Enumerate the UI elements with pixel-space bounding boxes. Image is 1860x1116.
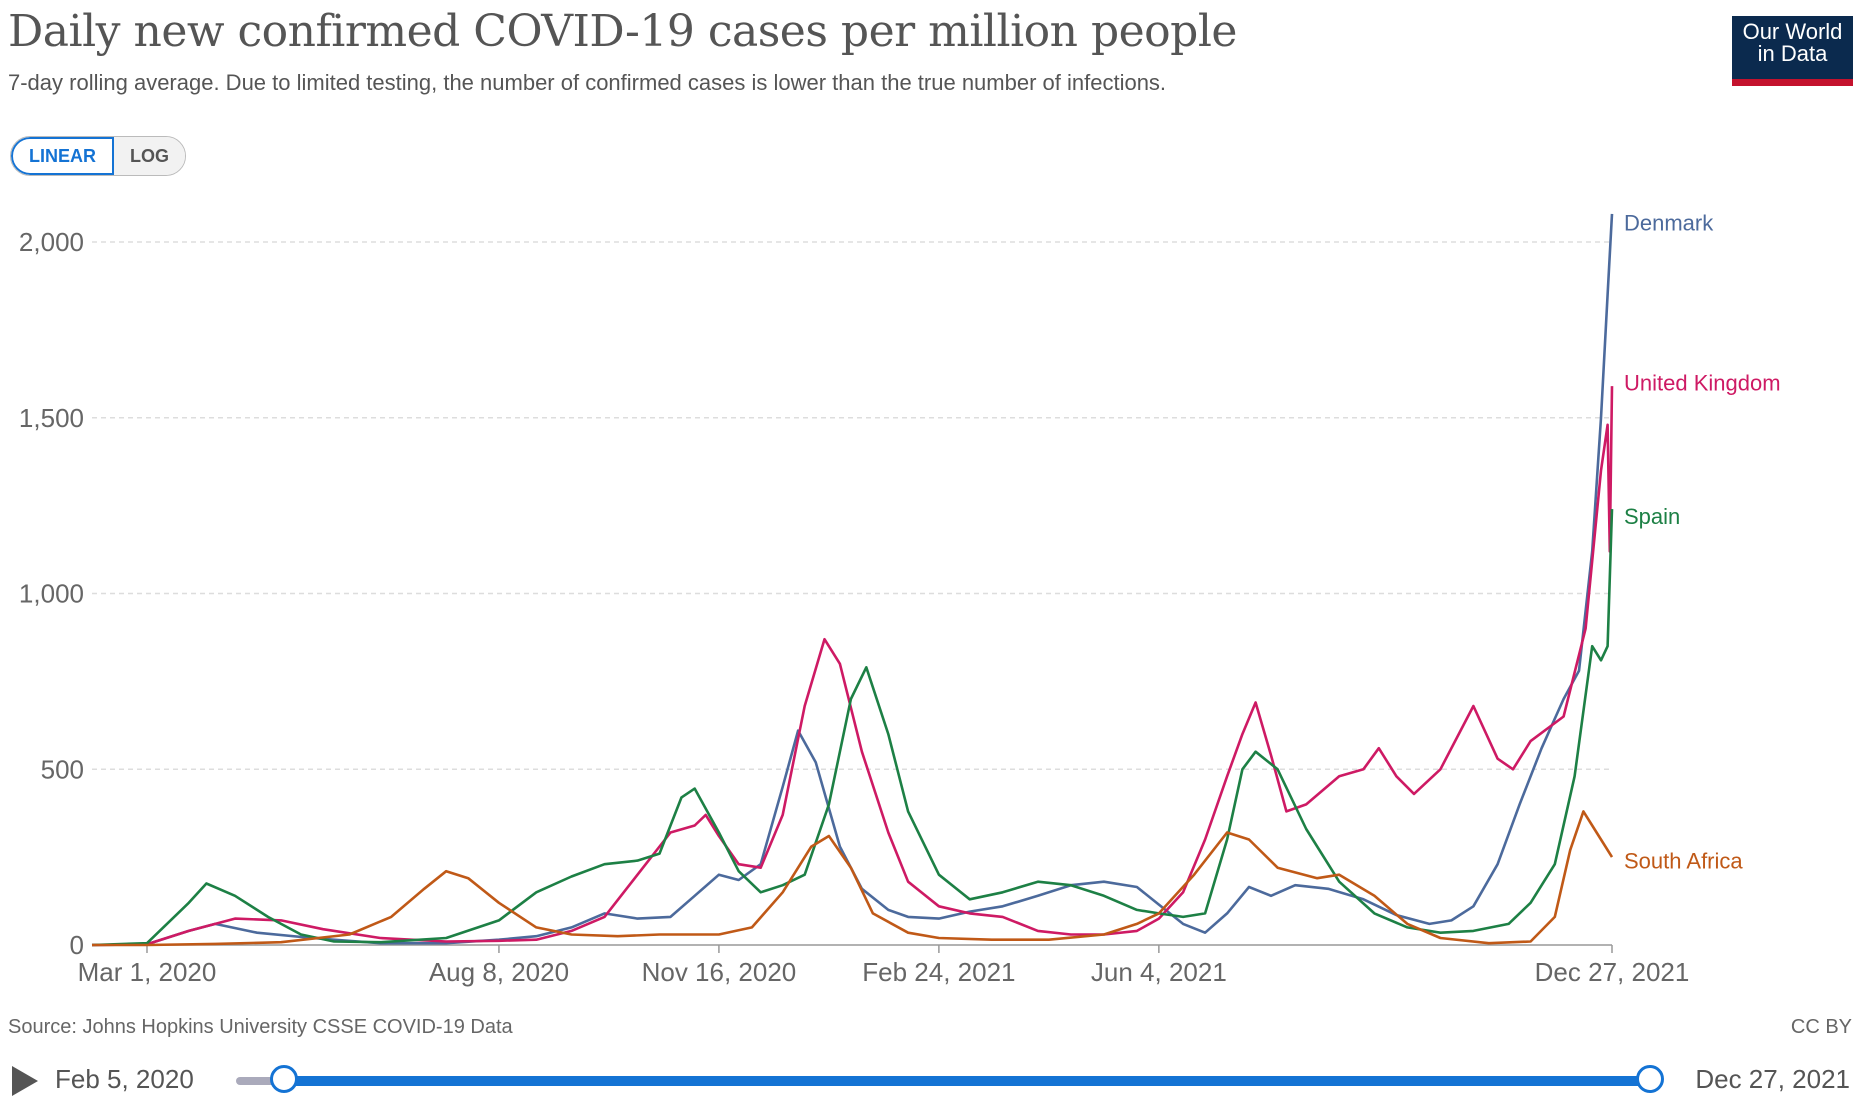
chart-title: Daily new confirmed COVID-19 cases per m… bbox=[8, 6, 1237, 57]
timeline-end-handle[interactable] bbox=[1636, 1065, 1664, 1093]
y-tick-label: 0 bbox=[70, 930, 84, 960]
series-label-spain: Spain bbox=[1624, 504, 1680, 529]
chart-subtitle: 7-day rolling average. Due to limited te… bbox=[8, 70, 1167, 95]
series-labels: Denmark United Kingdom Spain South Africa bbox=[1624, 211, 1781, 874]
x-tick-label: Mar 1, 2020 bbox=[78, 957, 217, 987]
y-tick-label: 1,000 bbox=[19, 579, 84, 609]
series-line-south-africa bbox=[92, 810, 1614, 947]
x-tick-label: Dec 27, 2021 bbox=[1535, 957, 1690, 987]
y-axis: 0 500 1,000 1,500 2,000 bbox=[19, 227, 84, 960]
logo-line-1: Our World bbox=[1742, 19, 1843, 44]
play-icon[interactable] bbox=[12, 1066, 38, 1096]
x-tick-label: Aug 8, 2020 bbox=[429, 957, 569, 987]
timeline-end-date: Dec 27, 2021 bbox=[1695, 1064, 1850, 1094]
owid-logo[interactable]: Our World in Data bbox=[1732, 16, 1853, 86]
timeline-start-handle[interactable] bbox=[270, 1065, 298, 1093]
grid-lines bbox=[92, 241, 1612, 770]
x-tick-label: Nov 16, 2020 bbox=[642, 957, 797, 987]
x-tick-label: Feb 24, 2021 bbox=[862, 957, 1015, 987]
timeline-slider: Feb 5, 2020 Dec 27, 2021 bbox=[0, 1058, 1860, 1108]
x-tick-label: Jun 4, 2021 bbox=[1091, 957, 1227, 987]
scale-toggle: LINEAR LOG bbox=[10, 136, 186, 176]
x-axis: Mar 1, 2020 Aug 8, 2020 Nov 16, 2020 Feb 24… bbox=[78, 944, 1690, 987]
log-scale-button[interactable]: LOG bbox=[114, 137, 185, 175]
y-tick-label: 1,500 bbox=[19, 403, 84, 433]
series-line-spain bbox=[91, 509, 1614, 947]
y-tick-label: 500 bbox=[41, 754, 84, 784]
timeline-track-selected[interactable] bbox=[284, 1076, 1650, 1086]
license-link[interactable]: CC BY bbox=[1790, 1016, 1852, 1038]
series-label-united-kingdom: United Kingdom bbox=[1624, 371, 1781, 396]
logo-accent-bar bbox=[1732, 79, 1853, 86]
series-line-denmark bbox=[91, 213, 1614, 947]
series-line-united-kingdom bbox=[91, 386, 1614, 947]
timeline-track-inactive bbox=[236, 1077, 284, 1085]
timeline-start-date: Feb 5, 2020 bbox=[55, 1064, 194, 1094]
source-note: Source: Johns Hopkins University CSSE CO… bbox=[8, 1016, 513, 1038]
series-label-south-africa: South Africa bbox=[1624, 849, 1743, 874]
logo-line-2: in Data bbox=[1757, 41, 1828, 66]
series-lines bbox=[91, 213, 1614, 947]
linear-scale-button[interactable]: LINEAR bbox=[11, 137, 114, 175]
y-tick-label: 2,000 bbox=[19, 227, 84, 257]
line-chart: 0 500 1,000 1,500 2,000 Mar 1, 2020 Aug 8, 20… bbox=[19, 211, 1781, 987]
series-label-denmark: Denmark bbox=[1624, 211, 1714, 236]
